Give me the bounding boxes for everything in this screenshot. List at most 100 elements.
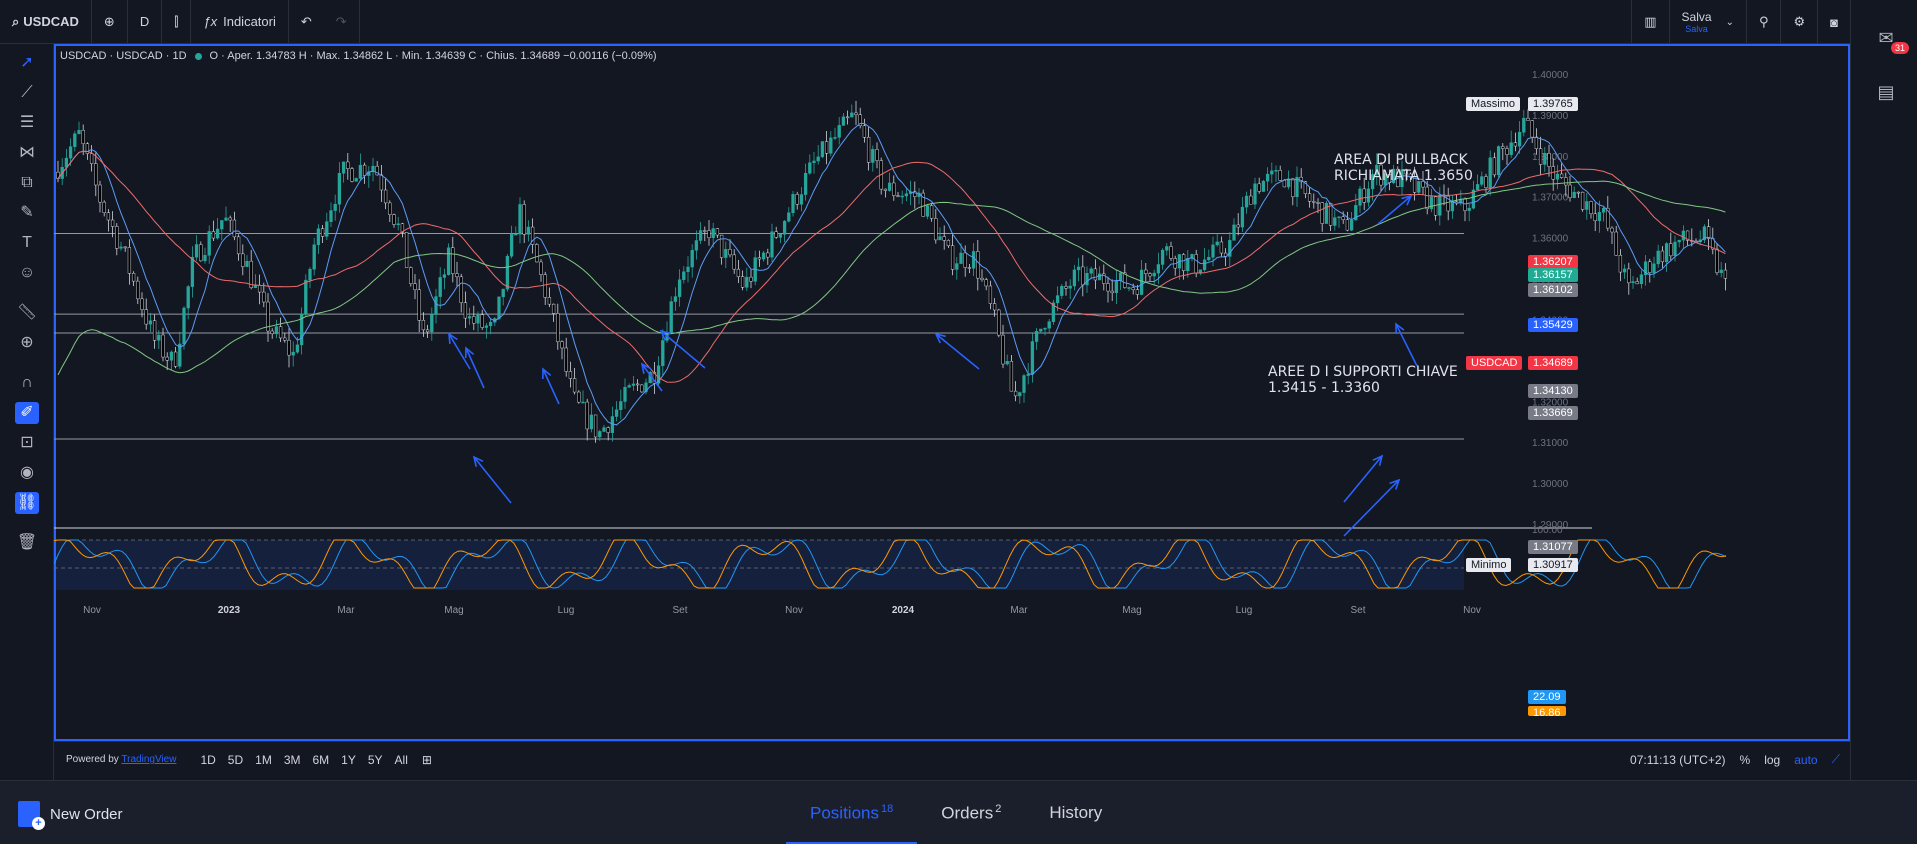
- candle-body: [274, 326, 279, 335]
- lock-icon[interactable]: ⊡: [20, 434, 34, 451]
- emoji-icon[interactable]: ☺: [18, 264, 36, 281]
- news-icon[interactable]: ▤: [1877, 82, 1895, 102]
- cursor-icon[interactable]: ➚: [20, 54, 34, 71]
- tab-orders[interactable]: Orders 2: [917, 781, 1025, 844]
- candle-body: [421, 320, 426, 331]
- time-tick-3: Mag: [444, 605, 463, 616]
- candle-body: [1480, 176, 1484, 185]
- candle-body: [1702, 226, 1707, 241]
- range-5d[interactable]: 5D: [227, 752, 244, 767]
- zoom-icon[interactable]: ⊕: [20, 334, 34, 351]
- forecast-icon[interactable]: ⧉: [21, 174, 33, 191]
- candle: [1467, 203, 1471, 222]
- candle: [564, 337, 568, 377]
- candle-body: [1496, 146, 1501, 176]
- candle: [467, 307, 472, 325]
- candle-body: [451, 247, 455, 274]
- candle-body: [929, 205, 934, 219]
- price-chart[interactable]: 1.400001.390001.380001.370001.360001.350…: [54, 44, 1850, 741]
- candle: [934, 209, 938, 244]
- candle: [556, 303, 560, 350]
- redo-button[interactable]: ↷: [324, 0, 360, 44]
- mail-icon[interactable]: ✉: [1878, 28, 1894, 48]
- quick-search-button[interactable]: ⚲: [1745, 0, 1781, 44]
- trash-icon[interactable]: 🗑︎: [16, 534, 38, 551]
- candle: [690, 244, 694, 278]
- goto-date-icon[interactable]: ⊞: [421, 752, 432, 767]
- tradingview-link[interactable]: TradingView: [121, 754, 177, 765]
- range-5y[interactable]: 5Y: [367, 752, 383, 767]
- candle: [1186, 250, 1190, 278]
- range-1y[interactable]: 1Y: [341, 752, 356, 767]
- text-icon[interactable]: T: [22, 234, 32, 251]
- candle: [1475, 174, 1480, 191]
- clock-time[interactable]: 07:11:13 (UTC+2): [1630, 752, 1726, 767]
- magnet-icon[interactable]: ∩: [21, 374, 33, 391]
- plus-circle-icon: ⊕: [103, 13, 115, 29]
- candle: [232, 211, 237, 241]
- candle-body: [1110, 290, 1114, 294]
- candle: [224, 206, 228, 221]
- save-button[interactable]: Salva Salva ⌄: [1668, 0, 1746, 44]
- range-6m[interactable]: 6M: [312, 752, 330, 767]
- candle-body: [1366, 188, 1371, 203]
- indicators-button[interactable]: ƒx Indicatori: [191, 0, 289, 44]
- candle: [787, 207, 791, 223]
- stay-drawing-icon[interactable]: ✐: [15, 402, 39, 424]
- candle-body: [1312, 201, 1316, 203]
- candle-body: [472, 316, 476, 324]
- chart-type-button[interactable]: ⫿: [162, 0, 192, 44]
- snapshot-button[interactable]: ◙: [1817, 0, 1850, 44]
- range-3m[interactable]: 3M: [283, 752, 301, 767]
- candle: [501, 288, 505, 306]
- new-order-button[interactable]: + New Order: [18, 801, 123, 830]
- candle: [1450, 195, 1455, 219]
- settings-button[interactable]: ⚙: [1780, 0, 1817, 44]
- candle-body: [102, 201, 106, 214]
- percent-toggle[interactable]: %: [1739, 752, 1751, 767]
- ruler-icon[interactable]: 📏︎: [16, 304, 38, 321]
- auto-toggle[interactable]: auto: [1794, 752, 1818, 767]
- candle-body: [1215, 241, 1219, 246]
- candles: [56, 100, 1728, 443]
- candle-body: [98, 184, 102, 203]
- candle: [585, 398, 589, 441]
- candle-body: [165, 356, 169, 361]
- candle-body: [1530, 120, 1534, 138]
- tab-history[interactable]: History: [1025, 781, 1126, 844]
- candle: [917, 188, 921, 205]
- symbol-search[interactable]: ⌕ USDCAD: [0, 0, 92, 44]
- candle: [152, 314, 157, 349]
- candle: [1669, 232, 1673, 261]
- link-icon[interactable]: ⛓: [15, 492, 39, 514]
- candle-body: [715, 228, 720, 236]
- brush-icon[interactable]: ✎: [20, 204, 34, 221]
- candle-body: [1543, 153, 1547, 165]
- range-1d[interactable]: 1D: [200, 752, 216, 767]
- annotation-arrow-2: [1343, 455, 1383, 503]
- candle-body: [1622, 268, 1627, 273]
- trendline-icon[interactable]: ⟋: [21, 84, 33, 101]
- eye-icon[interactable]: ◉: [20, 464, 34, 481]
- candle-body: [1349, 219, 1354, 231]
- layout-button[interactable]: ▥: [1631, 0, 1668, 44]
- candle-body: [1181, 254, 1186, 272]
- range-all[interactable]: All: [394, 752, 408, 767]
- candle: [182, 306, 186, 350]
- candle: [543, 271, 547, 306]
- pattern-icon[interactable]: ⋈: [19, 144, 35, 161]
- candle-body: [1207, 256, 1211, 261]
- candle-body: [1589, 201, 1593, 215]
- candle-body: [1627, 268, 1631, 284]
- candle-body: [396, 223, 400, 226]
- range-1m[interactable]: 1M: [255, 752, 272, 767]
- tab-positions[interactable]: Positions 18: [786, 781, 918, 844]
- candle: [325, 212, 329, 240]
- log-toggle[interactable]: log: [1764, 752, 1781, 767]
- undo-button[interactable]: ↶: [289, 0, 324, 44]
- fib-icon[interactable]: ☰: [19, 114, 35, 131]
- compare-button[interactable]: ⊕: [92, 0, 128, 44]
- candle: [623, 378, 627, 409]
- interval-button[interactable]: D: [128, 0, 163, 44]
- scale-settings-icon[interactable]: ⟋: [1831, 752, 1840, 766]
